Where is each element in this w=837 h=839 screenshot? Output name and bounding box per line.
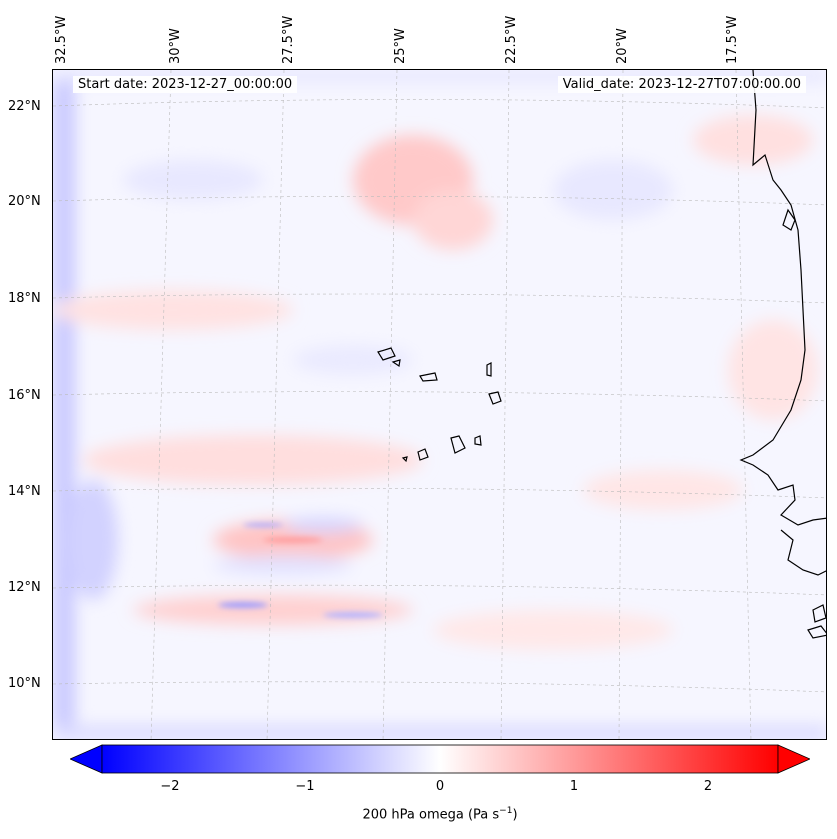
colorbar-tick-label: 1 [569,779,579,794]
latitude-label: 20°N [8,194,41,209]
omega-contours [53,70,826,739]
latitude-label: 16°N [8,388,41,403]
colorbar-tick-label: 0 [435,779,445,794]
omega-fine-structure [218,523,383,618]
longitude-label: 27.5°W [281,15,296,64]
longitude-label: 25°W [393,28,408,64]
colorbar-gradient [101,744,779,774]
colorbar-min-extend [70,744,103,774]
colorbar-tick-label: −1 [295,779,315,794]
colorbar-title-exponent: −1 [499,806,513,816]
colorbar-title-end: ) [512,807,518,823]
map-panel: Start date: 2023-12-27_00:00:00 Valid_da… [52,69,827,740]
colorbar-title-text: 200 hPa omega (Pa s [362,807,500,823]
colorbar [70,744,810,774]
latitude-label: 18°N [8,291,41,306]
longitude-label: 32.5°W [54,15,69,64]
colorbar-max-extend [777,744,810,774]
omega-field-map [53,70,826,739]
latitude-label: 10°N [8,676,41,691]
start-date-label: Start date: 2023-12-27_00:00:00 [73,76,298,93]
colorbar-title: 200 hPa omega (Pa s−1) [0,806,837,822]
longitude-label: 22.5°W [504,15,519,64]
latitude-label: 14°N [8,484,41,499]
latitude-label: 12°N [8,580,41,595]
longitude-label: 20°W [615,28,630,64]
valid-date-label: Valid_date: 2023-12-27T07:00:00.00 [557,76,806,93]
colorbar-tick-label: 2 [703,779,713,794]
longitude-label: 30°W [168,28,183,64]
colorbar-tick-label: −2 [160,779,180,794]
graticule [53,70,826,739]
coastlines [377,70,826,639]
latitude-label: 22°N [8,99,41,114]
longitude-label: 17.5°W [725,15,740,64]
